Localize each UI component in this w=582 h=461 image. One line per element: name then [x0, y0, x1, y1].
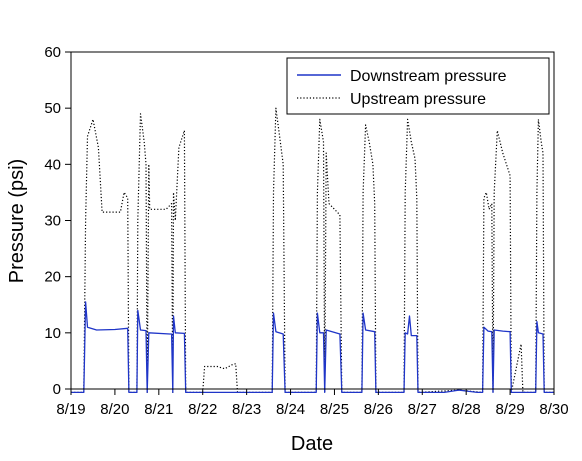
series-layer [71, 107, 554, 394]
legend-label-downstream: Downstream pressure [350, 68, 507, 85]
x-tick-label: 8/28 [452, 401, 481, 418]
x-tick-label: 8/19 [56, 401, 85, 418]
x-tick-label: 8/23 [232, 401, 261, 418]
x-axis-title: Date [291, 433, 333, 455]
x-tick-label: 8/24 [276, 401, 305, 418]
legend-box [286, 57, 550, 115]
y-tick-label: 50 [44, 100, 61, 117]
y-tick-label: 10 [44, 325, 61, 342]
legend-label-upstream: Upstream pressure [350, 91, 486, 108]
ticks-layer: 8/19 8/20 8/21 8/22 8/23 8/24 8/25 8/26 8/27 8/28… [44, 44, 568, 418]
x-tick-label: 8/22 [188, 401, 217, 418]
legend: Downstream pressure Upstream pressure [286, 57, 550, 115]
y-axis-title: Pressure (psi) [6, 159, 28, 283]
y-tick-label: 20 [44, 269, 61, 286]
y-tick-label: 40 [44, 156, 61, 173]
y-tick-label: 60 [44, 44, 61, 61]
x-tick-label: 8/29 [495, 401, 524, 418]
x-tick-label: 8/26 [364, 401, 393, 418]
y-tick-label: 0 [53, 381, 61, 398]
x-tick-label: 8/25 [320, 401, 349, 418]
x-tick-label: 8/20 [100, 401, 129, 418]
x-tick-label: 8/27 [408, 401, 437, 418]
x-tick-label: 8/21 [144, 401, 173, 418]
y-tick-label: 30 [44, 213, 61, 230]
series-line-downstream [71, 301, 554, 394]
x-tick-label: 8/30 [539, 401, 568, 418]
